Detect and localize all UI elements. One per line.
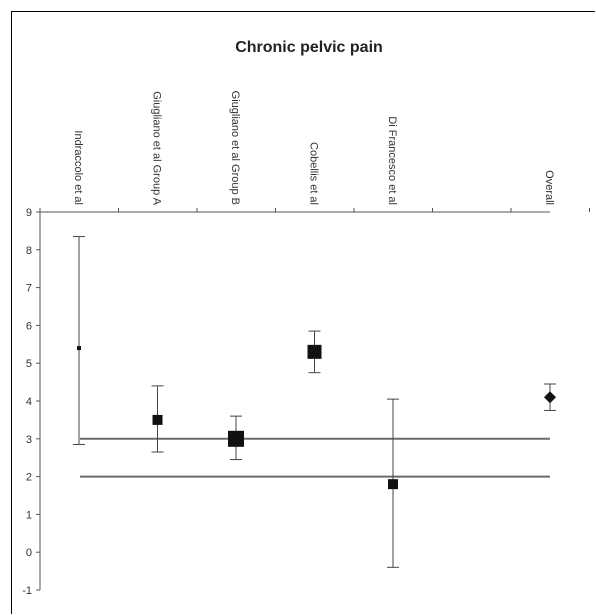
axes: -1 0 1 2 3 4 5 6 7 8 9 [22, 207, 590, 597]
point-marker-square [228, 430, 244, 447]
y-tick-label: 8 [26, 245, 32, 257]
y-tick-label: 7 [26, 283, 32, 295]
y-tick-label: 5 [26, 358, 32, 370]
category-labels: Indraccolo et al Giugliano et al Group A G… [72, 91, 555, 206]
category-label: Indraccolo et al [72, 130, 84, 205]
y-tick-label: 9 [26, 207, 32, 219]
point-marker-diamond [544, 391, 556, 404]
point-marker-square [307, 344, 322, 359]
data-marks [73, 236, 556, 568]
point-marker-square [77, 346, 81, 351]
y-tick-label: 6 [26, 320, 32, 332]
category-label: Overall [543, 170, 555, 205]
category-label: Di Francesco et al [386, 116, 398, 205]
category-label: Giugliano et al Group B [229, 91, 241, 205]
y-tick-label: 1 [26, 509, 32, 521]
point-marker-square [388, 479, 398, 490]
category-label: Cobellis et al [308, 142, 320, 205]
y-tick-label: -1 [22, 585, 32, 597]
category-label: Giugliano et al Group A [151, 91, 163, 205]
chart-frame [11, 11, 595, 614]
y-tick-label: 3 [26, 434, 32, 446]
reference-lines [80, 437, 550, 478]
y-tick-label: 2 [26, 472, 32, 484]
point-marker-square [152, 414, 163, 425]
chart-title: Chronic pelvic pain [235, 39, 383, 56]
y-tick-label: 0 [26, 547, 32, 559]
y-tick-label: 4 [26, 396, 32, 408]
